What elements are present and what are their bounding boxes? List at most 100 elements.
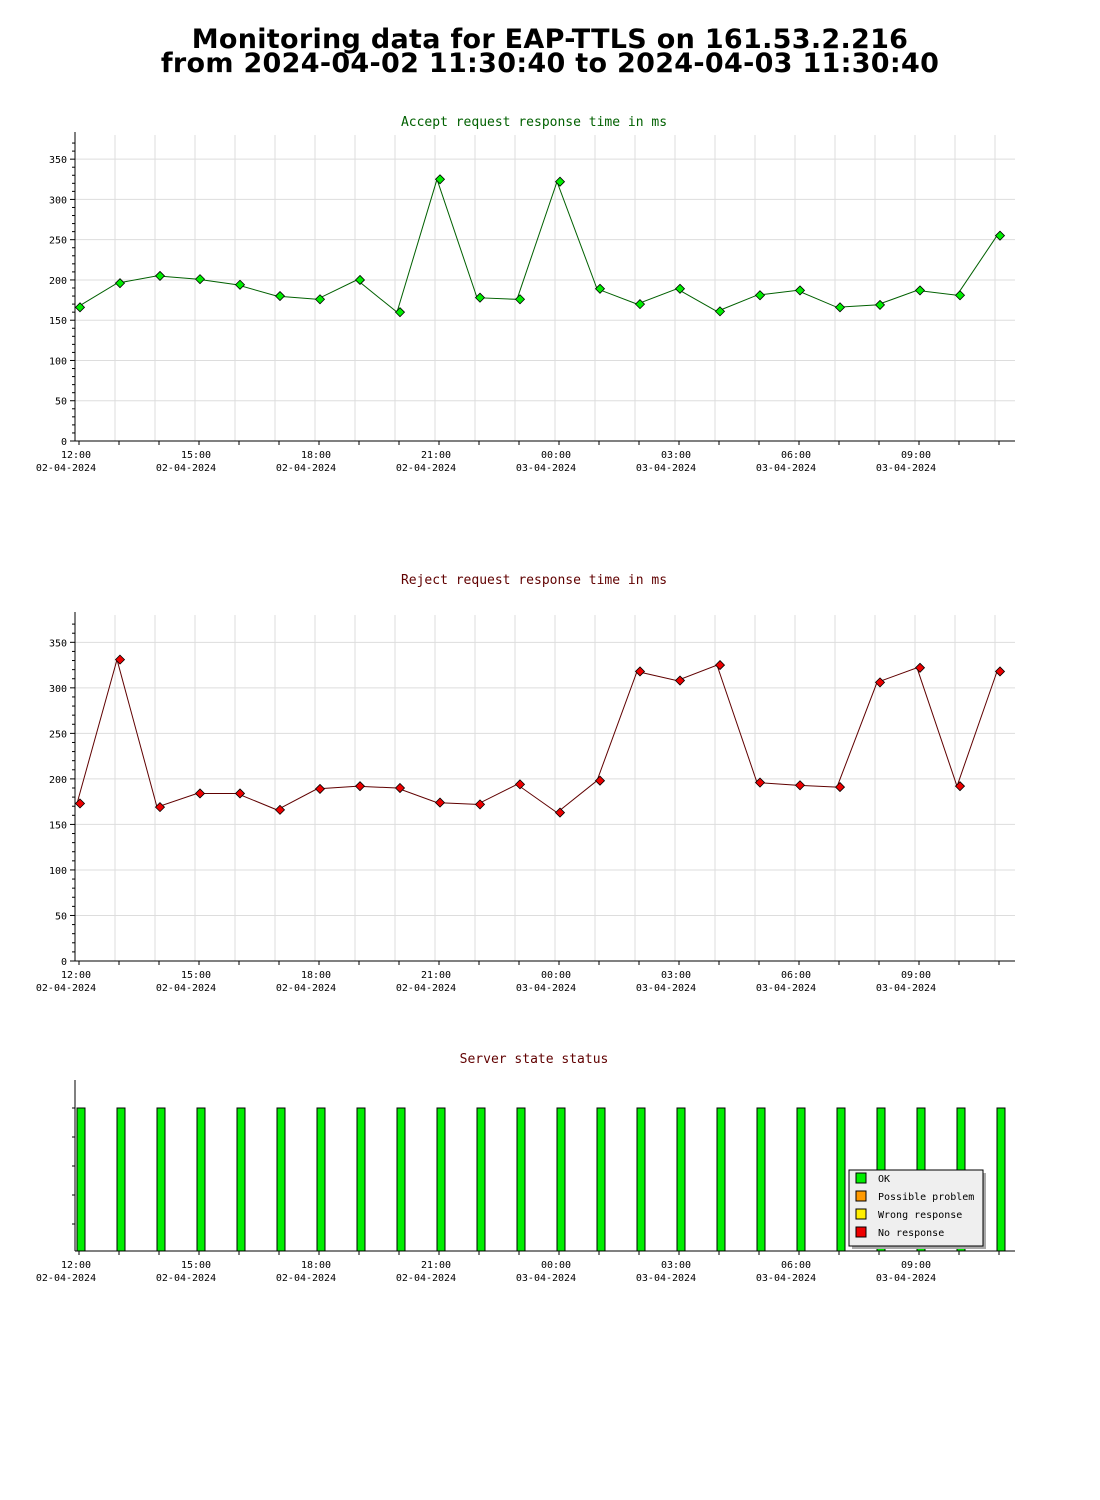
status-x-tick-date: 03-04-2024 [876,1273,936,1284]
reject-x-tick-date: 03-04-2024 [636,983,696,994]
reject-data-point [194,788,206,799]
status-x-tick-time: 06:00 [781,1260,811,1271]
accept-y-tick-label: 150 [49,316,67,327]
status-bar [836,1107,846,1252]
reject-data-point [674,675,686,686]
reject-y-tick-label: 300 [49,684,67,695]
reject-data-point [794,780,806,791]
reject-data-point [234,788,246,799]
status-bar [796,1107,806,1252]
status-bar [276,1107,286,1252]
reject-x-tick-time: 15:00 [181,970,211,981]
accept-y-tick-label: 0 [61,437,67,448]
status-x-tick-date: 02-04-2024 [276,1273,336,1284]
reject-chart-title: Reject request response time in ms [401,573,667,588]
reject-data-point [474,799,486,810]
accept-data-point [514,294,526,305]
reject-data-point [74,798,86,809]
accept-x-tick-date: 02-04-2024 [396,463,456,474]
accept-data-point [994,230,1006,241]
legend-swatch [855,1208,867,1220]
status-bar [716,1107,726,1252]
status-bar [116,1107,126,1252]
reject-data-point [874,677,886,688]
reject-x-tick-time: 12:00 [61,970,91,981]
accept-data-point [954,290,966,301]
reject-x-tick-time: 00:00 [541,970,571,981]
reject-data-point [154,802,166,813]
status-x-tick-date: 02-04-2024 [36,1273,96,1284]
status-bar [316,1107,326,1252]
accept-x-tick-time: 21:00 [421,450,451,461]
accept-x-tick-date: 02-04-2024 [276,463,336,474]
accept-data-point [634,299,646,310]
reject-data-point [994,666,1006,677]
accept-x-tick-time: 06:00 [781,450,811,461]
reject-response-chart: Reject request response time in ms 0 50 10… [36,573,1015,994]
status-x-tick-date: 03-04-2024 [636,1273,696,1284]
reject-data-point [834,782,846,793]
reject-data-point [954,781,966,792]
accept-data-point [314,294,326,305]
reject-y-tick-label: 0 [61,957,67,968]
accept-x-tick-time: 15:00 [181,450,211,461]
accept-x-tick-time: 12:00 [61,450,91,461]
status-x-tick-time: 00:00 [541,1260,571,1271]
reject-data-point [514,779,526,790]
status-bar [396,1107,406,1252]
status-x-tick-time: 03:00 [661,1260,691,1271]
status-x-tick-date: 02-04-2024 [396,1273,456,1284]
accept-data-point [394,307,406,318]
page-title-line-2: from 2024-04-02 11:30:40 to 2024-04-03 1… [160,48,940,79]
accept-data-point [274,290,286,302]
accept-y-tick-label: 300 [49,195,67,206]
status-bar [196,1107,206,1252]
status-bar [436,1107,446,1252]
legend-label: Wrong response [878,1210,962,1221]
status-x-tick-date: 03-04-2024 [516,1273,576,1284]
reject-x-tick-date: 03-04-2024 [876,983,936,994]
accept-x-tick-time: 03:00 [661,450,691,461]
accept-x-tick-date: 03-04-2024 [756,463,816,474]
reject-y-tick-label: 150 [49,820,67,831]
reject-x-tick-date: 02-04-2024 [36,983,96,994]
accept-data-point [834,302,846,313]
status-x-tick-date: 02-04-2024 [156,1273,216,1284]
status-x-tick-time: 09:00 [901,1260,931,1271]
reject-y-tick-label: 350 [49,638,67,649]
reject-x-tick-time: 09:00 [901,970,931,981]
reject-y-tick-label: 200 [49,775,67,786]
reject-x-tick-date: 03-04-2024 [516,983,576,994]
accept-data-point [434,174,446,185]
status-bar [516,1107,526,1252]
accept-y-tick-label: 200 [49,276,67,287]
status-bar [676,1107,686,1252]
legend-label: OK [878,1174,890,1185]
accept-x-tick-time: 18:00 [301,450,331,461]
accept-response-chart: Accept request response time in ms 0 50 10… [36,115,1015,474]
status-bar [996,1107,1006,1252]
reject-x-tick-date: 03-04-2024 [756,983,816,994]
status-x-tick-time: 15:00 [181,1260,211,1271]
reject-data-point [554,807,566,818]
legend-swatch [855,1190,867,1202]
accept-y-tick-label: 350 [49,155,67,166]
accept-data-point [234,279,246,290]
reject-data-point [354,781,366,792]
reject-x-tick-time: 18:00 [301,970,331,981]
reject-data-point [914,662,926,673]
accept-data-point [474,292,486,303]
accept-chart-title: Accept request response time in ms [401,115,667,130]
accept-data-point [594,283,606,294]
reject-data-point [274,804,286,815]
legend-label: Possible problem [878,1192,974,1203]
reject-data-point [634,666,646,677]
status-bar [636,1107,646,1252]
accept-data-point [714,306,726,317]
accept-x-tick-date: 03-04-2024 [876,463,936,474]
accept-data-point [154,270,166,281]
status-bar [476,1107,486,1252]
accept-data-point [874,299,886,310]
status-bar [356,1107,366,1252]
